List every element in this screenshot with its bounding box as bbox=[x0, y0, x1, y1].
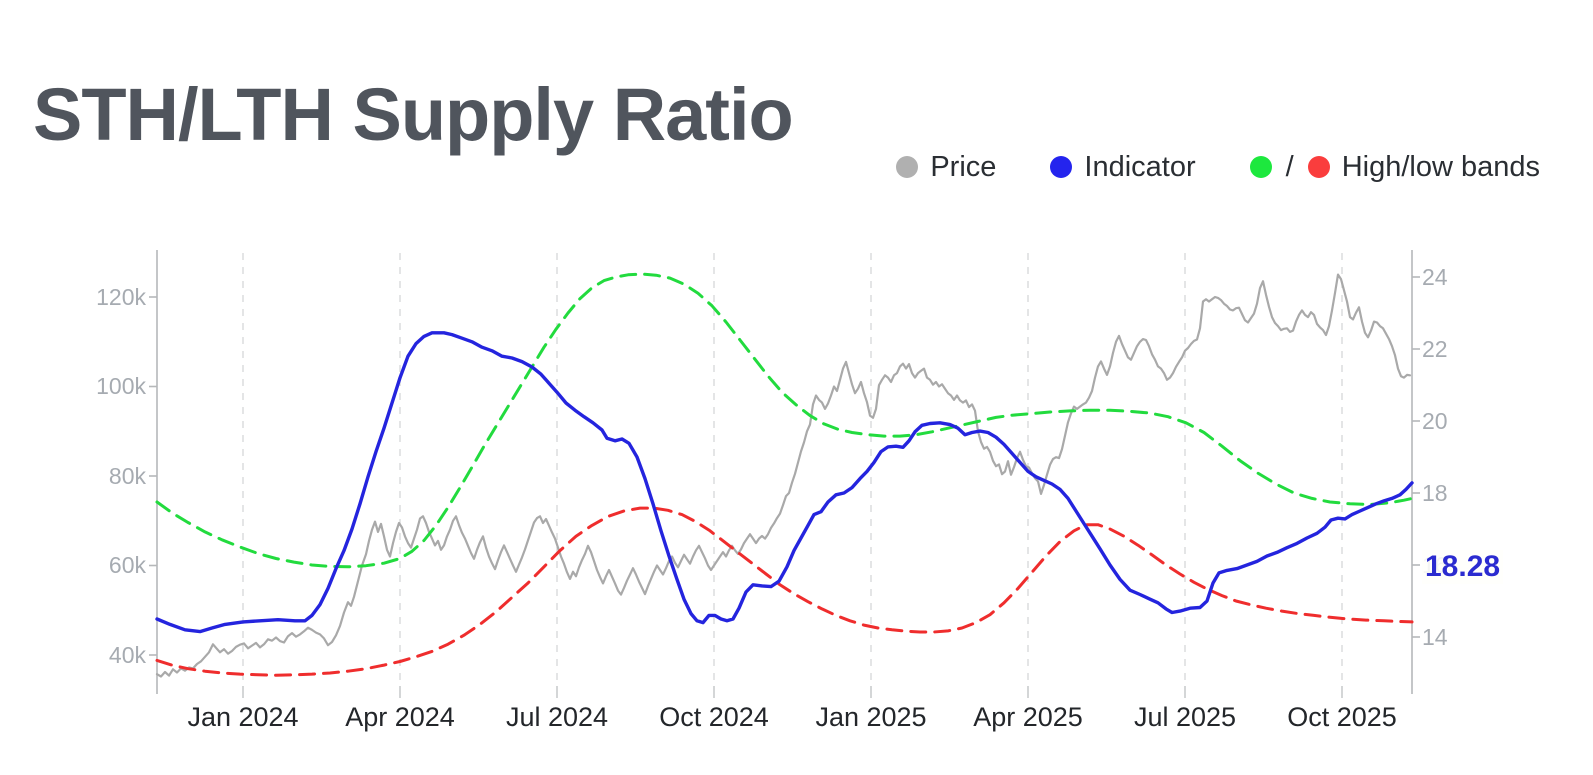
page-title: STH/LTH Supply Ratio bbox=[33, 72, 794, 156]
legend: Price Indicator / High/low bands bbox=[840, 148, 1540, 186]
x-axis-label-jan-2025: Jan 2025 bbox=[815, 702, 927, 732]
series-line-indicator bbox=[155, 331, 1414, 634]
bands-separator: / bbox=[1285, 150, 1294, 183]
left-axis-tick-40k: 40k bbox=[108, 642, 146, 668]
right-axis-tick-14: 14 bbox=[1422, 624, 1448, 650]
legend-item-indicator[interactable]: Indicator bbox=[1050, 150, 1196, 184]
x-axis-label-apr-2025: Apr 2025 bbox=[973, 702, 1083, 732]
legend-label-price: Price bbox=[930, 150, 997, 183]
right-axis-tick-18: 18 bbox=[1422, 480, 1448, 506]
x-axis-label-jan-2024: Jan 2024 bbox=[187, 702, 299, 732]
indicator-last-value-badge: 18.28 bbox=[1422, 550, 1504, 584]
right-axis-tick-24: 24 bbox=[1422, 264, 1448, 290]
low-band-dot-icon bbox=[1307, 156, 1330, 178]
left-axis-tick-100k: 100k bbox=[96, 373, 146, 399]
x-axis-label-apr-2024: Apr 2024 bbox=[345, 702, 455, 732]
legend-item-bands[interactable]: / High/low bands bbox=[1249, 150, 1540, 184]
series-line-price bbox=[155, 273, 1412, 678]
indicator-dot-icon bbox=[1050, 156, 1073, 178]
legend-label-bands: High/low bands bbox=[1341, 150, 1540, 183]
x-axis-label-oct-2024: Oct 2024 bbox=[659, 702, 769, 732]
left-axis-tick-80k: 80k bbox=[108, 463, 146, 489]
price-dot-icon bbox=[896, 156, 919, 178]
high-band-dot-icon bbox=[1249, 156, 1272, 178]
left-axis-tick-60k: 60k bbox=[108, 552, 146, 578]
left-axis-tick-120k: 120k bbox=[96, 284, 146, 310]
x-axis-label-jul-2025: Jul 2025 bbox=[1133, 702, 1237, 732]
right-axis-tick-20: 20 bbox=[1422, 408, 1448, 434]
x-axis-label-jul-2024: Jul 2024 bbox=[505, 702, 609, 732]
x-axis-label-oct-2025: Oct 2025 bbox=[1287, 702, 1397, 732]
series-line-high-band bbox=[155, 272, 1414, 569]
series-line-low-band bbox=[155, 506, 1414, 677]
legend-label-indicator: Indicator bbox=[1084, 150, 1196, 183]
legend-item-price[interactable]: Price bbox=[896, 151, 996, 184]
right-axis-tick-22: 22 bbox=[1422, 336, 1448, 362]
